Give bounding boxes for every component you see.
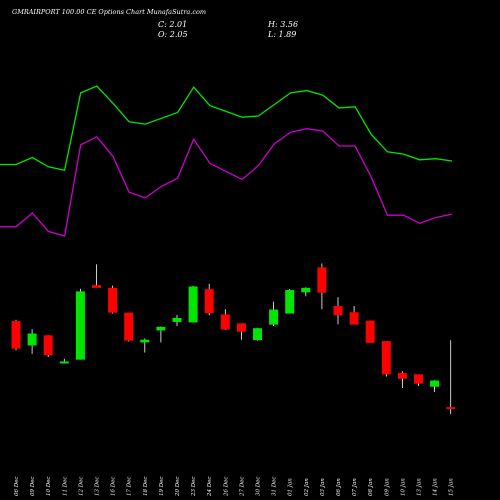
open-value: O: 2.05: [158, 30, 188, 39]
candle-02-jan: [301, 287, 311, 297]
candle-body: [397, 372, 407, 379]
candle-body: [108, 287, 118, 313]
x-tick-label: 13 Jan: [417, 478, 423, 496]
indicator-lines: [0, 85, 453, 237]
candle-body: [140, 339, 150, 343]
candle-body: [285, 290, 295, 314]
x-tick-label: 27 Dec: [239, 477, 245, 498]
x-tick-label: 01 Jan: [288, 478, 294, 496]
x-tick-label: 02 Jan: [304, 478, 310, 496]
candle-body: [236, 323, 246, 332]
candle-16-dec: [108, 285, 118, 314]
upper-indicator-line: [0, 85, 453, 171]
x-tick-label: 15 Jan: [449, 478, 455, 496]
candle-body: [365, 320, 375, 343]
x-tick-label: 11 Dec: [62, 477, 68, 497]
candle-body: [27, 333, 37, 346]
x-tick-label: 26 Dec: [223, 477, 229, 498]
candle-24-dec: [204, 283, 214, 316]
candle-body: [11, 321, 21, 349]
high-value: H: 3.56: [267, 20, 298, 29]
candle-26-dec: [220, 309, 230, 330]
candle-body: [75, 291, 85, 360]
candle-body: [349, 312, 359, 325]
low-value: L: 1.89: [267, 30, 296, 39]
candle-30-dec: [253, 327, 262, 341]
x-tick-label: 03 Jan: [320, 478, 326, 496]
candle-19-dec: [156, 326, 166, 343]
candle-31-dec: [269, 301, 279, 326]
x-tick-label: 30 Dec: [256, 477, 262, 497]
close-value: C: 2.01: [158, 20, 187, 29]
candle-08-jan: [365, 320, 375, 343]
x-tick-label: 14 Jan: [433, 478, 439, 496]
x-tick-label: 16 Dec: [111, 477, 117, 497]
candle-body: [92, 285, 101, 288]
candle-10-dec: [43, 335, 53, 358]
candle-body: [301, 287, 311, 293]
candle-body: [43, 335, 53, 356]
candle-13-jan: [414, 374, 423, 386]
x-tick-label: 20 Dec: [175, 477, 181, 498]
candle-body: [446, 407, 456, 410]
candle-body: [430, 380, 440, 387]
x-tick-label: 09 Jan: [384, 478, 390, 496]
candle-body: [124, 312, 134, 341]
x-tick-label: 23 Dec: [191, 477, 197, 498]
x-tick-label: 06 Jan: [336, 478, 342, 496]
candlestick-series: [11, 263, 456, 415]
candle-18-dec: [140, 338, 150, 353]
candle-body: [414, 374, 423, 384]
candle-06-jan: [333, 297, 343, 325]
candle-10-jan: [397, 371, 407, 389]
candle-03-jan: [317, 263, 327, 310]
candle-27-dec: [236, 323, 246, 340]
candle-09-jan: [381, 341, 391, 377]
candle-12-dec: [75, 288, 85, 360]
candle-13-dec: [92, 264, 101, 288]
x-axis-ticks: 06 Dec 09 Dec 10 Dec 11 Dec 12 Dec 13 Dec 16 D…: [14, 477, 455, 498]
candle-20-dec: [172, 314, 182, 326]
candle-body: [204, 289, 214, 314]
lower-indicator-line: [0, 128, 453, 237]
candle-11-dec: [59, 358, 69, 364]
x-tick-label: 19 Dec: [159, 477, 165, 497]
chart-title: GMRAIRPORT 100.00 CE Options Chart Munaf…: [12, 8, 206, 16]
candle-06-dec: [11, 319, 21, 351]
x-tick-label: 08 Jan: [368, 478, 374, 496]
x-tick-label: 18 Dec: [143, 477, 149, 497]
x-tick-label: 12 Dec: [78, 477, 84, 497]
candle-body: [188, 286, 198, 323]
candle-body: [253, 328, 262, 341]
candle-body: [269, 309, 279, 325]
candle-07-jan: [349, 306, 359, 325]
x-tick-label: 17 Dec: [127, 477, 133, 497]
candle-23-dec: [188, 286, 198, 323]
candle-15-jan: [446, 340, 456, 415]
x-tick-label: 10 Jan: [400, 478, 406, 496]
candle-14-jan: [430, 380, 440, 393]
candle-body: [381, 341, 391, 375]
candle-17-dec: [124, 312, 134, 342]
x-tick-label: 13 Dec: [95, 477, 101, 497]
x-tick-label: 09 Dec: [30, 477, 36, 497]
candle-09-dec: [27, 329, 37, 354]
candle-body: [333, 306, 343, 316]
x-tick-label: 06 Dec: [14, 477, 20, 497]
candle-body: [317, 267, 327, 293]
x-tick-label: 07 Jan: [352, 478, 358, 496]
candle-body: [172, 317, 182, 322]
x-tick-label: 24 Dec: [207, 477, 213, 498]
x-tick-label: 10 Dec: [46, 477, 52, 497]
x-tick-label: 31 Dec: [272, 477, 278, 497]
candle-01-jan: [285, 289, 295, 314]
candle-body: [59, 361, 69, 364]
candle-body: [220, 314, 230, 330]
candle-body: [156, 326, 166, 331]
